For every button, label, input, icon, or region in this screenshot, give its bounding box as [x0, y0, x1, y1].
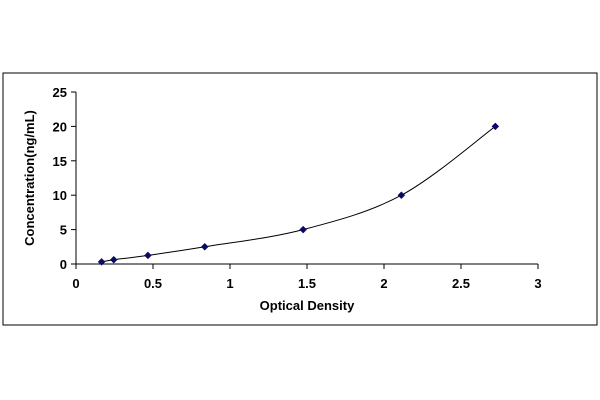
- data-point-diamond: [144, 251, 152, 260]
- x-tick-label: 3: [534, 276, 541, 291]
- x-tick-label: 1: [226, 276, 233, 291]
- x-tick-label: 2: [380, 276, 387, 291]
- y-tick-label: 25: [53, 85, 67, 100]
- chart-area-border: [2, 72, 598, 326]
- x-tick-label: 1.5: [298, 276, 316, 291]
- data-point-diamond: [397, 191, 406, 200]
- x-tick-label: 0: [72, 276, 79, 291]
- data-points: [97, 122, 500, 266]
- data-point-diamond: [200, 242, 209, 251]
- data-point-diamond: [299, 225, 308, 234]
- x-tick-label: 0.5: [144, 276, 162, 291]
- y-tick-label: 5: [60, 223, 67, 238]
- x-axis-title: Optical Density: [260, 298, 355, 313]
- data-point-diamond: [491, 122, 500, 131]
- y-tick-label: 0: [60, 257, 67, 272]
- data-point-diamond: [97, 257, 106, 266]
- x-tick-label: 2.5: [452, 276, 470, 291]
- y-axis-title: Concentration(ng/mL): [22, 110, 37, 246]
- y-tick-label: 20: [53, 119, 67, 134]
- y-tick-label: 15: [53, 154, 67, 169]
- data-point-diamond: [109, 255, 118, 264]
- x-axis-ticks: 0 0.5 1 1.5 2 2.5 3: [72, 264, 542, 291]
- y-axis-ticks: 0 5 10 15 20 25: [53, 85, 76, 272]
- y-tick-label: 10: [53, 188, 67, 203]
